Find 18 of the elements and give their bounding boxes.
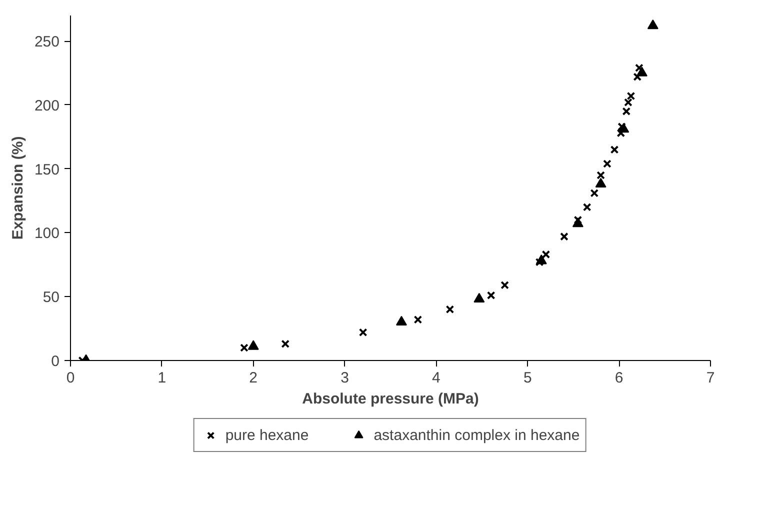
legend-label: pure hexane bbox=[225, 426, 309, 444]
x-tick-label: 7 bbox=[706, 370, 715, 386]
y-tick-label: 200 bbox=[34, 97, 60, 114]
x-tick-label: 5 bbox=[523, 370, 532, 386]
y-tick-label: 150 bbox=[34, 161, 60, 178]
x-tick-label: 1 bbox=[158, 370, 166, 386]
y-tick-label: 100 bbox=[34, 225, 60, 242]
x-tick-label: 4 bbox=[432, 370, 440, 386]
x-tick-label: 0 bbox=[66, 370, 75, 386]
x-axis-title: Absolute pressure (MPa) bbox=[302, 390, 479, 408]
x-tick-label: 3 bbox=[340, 370, 349, 386]
x-tick-label: 6 bbox=[614, 370, 624, 386]
x-tick-label: 2 bbox=[249, 370, 258, 386]
y-tick-label: 250 bbox=[34, 34, 60, 51]
y-tick-label: 0 bbox=[51, 353, 60, 370]
y-axis-title: Expansion (%) bbox=[9, 136, 26, 240]
legend-label: astaxanthin complex in hexane bbox=[374, 426, 580, 444]
y-tick-label: 50 bbox=[42, 289, 60, 306]
